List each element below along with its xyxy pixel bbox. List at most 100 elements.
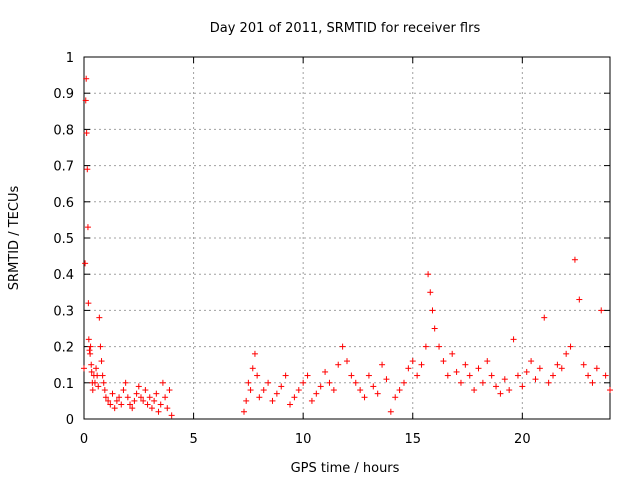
data-point — [247, 387, 254, 394]
data-point — [453, 368, 460, 375]
data-point — [488, 372, 495, 379]
data-point — [98, 358, 105, 365]
data-point — [361, 394, 368, 401]
data-point — [528, 358, 535, 365]
data-point — [501, 376, 508, 383]
data-point — [405, 365, 412, 372]
data-point — [357, 387, 364, 394]
data-point — [545, 379, 552, 386]
data-point — [157, 401, 164, 408]
data-point — [88, 361, 95, 368]
data-point — [379, 361, 386, 368]
data-point — [429, 307, 436, 314]
data-point — [541, 314, 548, 321]
data-point — [82, 97, 89, 104]
data-point — [484, 358, 491, 365]
data-point — [425, 271, 432, 278]
data-point — [550, 372, 557, 379]
grid — [84, 57, 610, 419]
data-point — [536, 365, 543, 372]
data-point — [116, 394, 123, 401]
data-point — [304, 372, 311, 379]
data-point — [166, 387, 173, 394]
data-point — [593, 365, 600, 372]
data-point — [87, 350, 94, 357]
data-point — [344, 358, 350, 365]
data-point — [240, 408, 247, 415]
data-point — [387, 408, 394, 415]
data-point — [440, 358, 447, 365]
data-point — [88, 368, 95, 375]
y-tick-label: 0.7 — [53, 160, 74, 175]
data-point — [295, 387, 302, 394]
data-point — [414, 372, 421, 379]
y-tick-label: 0.8 — [53, 123, 74, 138]
data-point — [291, 394, 298, 401]
data-point — [93, 365, 100, 372]
y-tick-label: 0.3 — [53, 304, 74, 319]
data-point — [558, 365, 565, 372]
data-point — [105, 397, 112, 404]
y-tick-label: 0.2 — [53, 341, 74, 356]
data-point — [300, 379, 307, 386]
data-point — [444, 372, 451, 379]
data-point — [84, 224, 91, 231]
data-point — [589, 379, 596, 386]
data-point — [335, 361, 342, 368]
data-point — [89, 387, 96, 394]
data-point — [571, 256, 578, 263]
data-point — [330, 387, 337, 394]
data-point — [436, 343, 443, 350]
data-point — [409, 358, 416, 365]
data-point — [94, 372, 101, 379]
data-point — [96, 314, 103, 321]
data-point — [153, 390, 160, 397]
ticks: 00.10.20.30.40.50.60.70.80.910 5 10 15 20 — [53, 51, 610, 447]
data-point — [135, 383, 142, 390]
data-point — [479, 379, 486, 386]
data-point — [396, 387, 403, 394]
data-point — [83, 75, 90, 82]
data-point — [168, 412, 175, 419]
data-point — [602, 372, 609, 379]
y-tick-label: 0 — [66, 413, 74, 428]
data-point — [102, 394, 109, 401]
data-point — [100, 379, 107, 386]
data-point — [510, 336, 517, 343]
data-point — [383, 376, 390, 383]
data-point — [140, 397, 147, 404]
data-point — [506, 387, 513, 394]
data-point — [370, 383, 377, 390]
data-points — [81, 75, 613, 419]
data-point — [466, 372, 473, 379]
y-axis-label: SRMTID / TECUs — [7, 186, 22, 291]
data-point — [282, 372, 289, 379]
data-point — [109, 390, 116, 397]
y-tick-label: 0.9 — [53, 87, 74, 102]
data-point — [85, 300, 92, 307]
data-point — [85, 336, 92, 343]
data-point — [243, 397, 250, 404]
chart-title: Day 201 of 2011, SRMTID for receiver flr… — [210, 21, 481, 36]
data-point — [254, 372, 261, 379]
data-point — [87, 343, 94, 350]
data-point — [471, 387, 478, 394]
data-point — [475, 365, 482, 372]
data-point — [532, 376, 539, 383]
data-point — [249, 365, 256, 372]
data-point — [339, 343, 346, 350]
data-point — [427, 289, 434, 296]
x-tick-label: 20 — [514, 432, 531, 447]
data-point — [144, 401, 151, 408]
data-point — [84, 166, 91, 173]
data-point — [251, 350, 258, 357]
data-point — [162, 394, 169, 401]
data-point — [81, 365, 87, 372]
data-point — [101, 387, 108, 394]
data-point — [245, 379, 252, 386]
data-point — [164, 405, 171, 412]
x-tick-label: 10 — [295, 432, 312, 447]
plot-frame — [83, 56, 611, 420]
x-tick-label: 15 — [404, 432, 421, 447]
